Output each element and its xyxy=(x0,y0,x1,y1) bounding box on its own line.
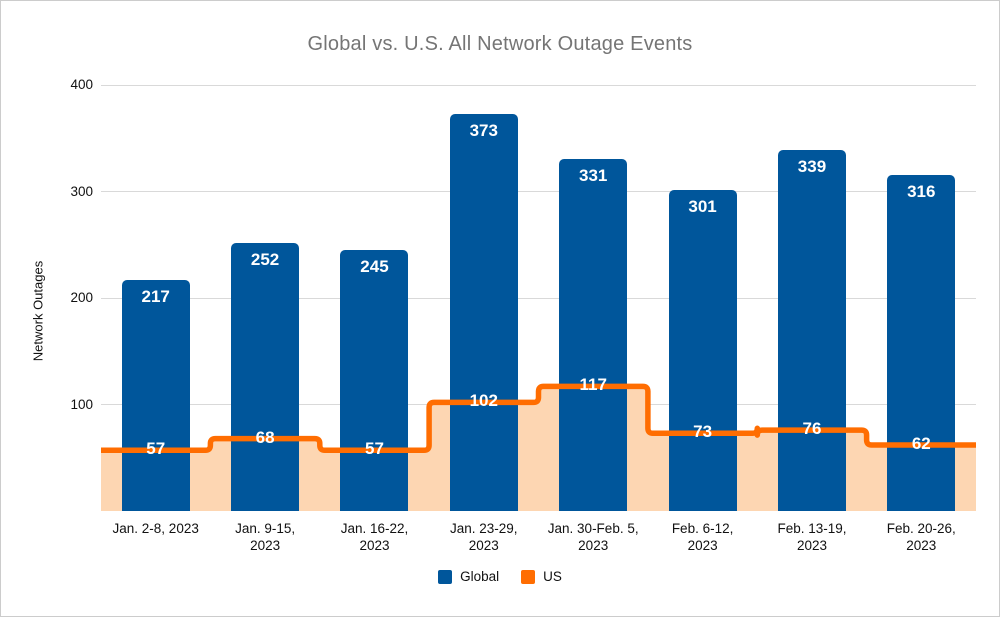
bar-global xyxy=(777,150,846,511)
legend-item-global: Global xyxy=(438,569,499,584)
gridline xyxy=(101,191,976,192)
us-value-label: 68 xyxy=(255,427,275,447)
legend-item-us: US xyxy=(521,569,562,584)
gridline xyxy=(101,297,976,299)
bar-global xyxy=(559,158,628,511)
chart-title: Global vs. U.S. All Network Outage Event… xyxy=(307,33,693,55)
legend-swatch-global-icon xyxy=(438,569,453,584)
y-tick-label: 200 xyxy=(70,290,93,305)
y-axis-title: Network Outages xyxy=(30,260,46,362)
y-tick-label: 400 xyxy=(70,77,93,92)
bar-value-label: 301 xyxy=(688,197,717,217)
y-tick-label: 100 xyxy=(70,396,93,412)
us-value-label: 57 xyxy=(146,439,166,459)
bar-global xyxy=(668,190,737,511)
legend: Global US xyxy=(1,569,999,584)
x-axis-label: Feb. 20-26, 2023 xyxy=(886,521,956,553)
plot-area: 217 252 245 373 331 301 339 316 57 68 57 102 117 73 76… xyxy=(101,84,976,511)
x-axis-label: Jan. 16-22, 2023 xyxy=(340,521,409,553)
us-step-line xyxy=(101,383,976,454)
gridline xyxy=(101,84,976,86)
us-value-label: 62 xyxy=(911,434,931,453)
legend-label-us: US xyxy=(543,569,562,584)
x-axis-label: Jan. 9-15, 2023 xyxy=(235,521,296,553)
x-axis-label: Feb. 13-19, 2023 xyxy=(777,521,847,553)
x-axis-label: Jan. 2-8, 2023 xyxy=(112,521,199,536)
bar-value-label: 339 xyxy=(797,157,827,176)
x-axis-label: Jan. 30-Feb. 5, 2023 xyxy=(547,521,639,553)
us-value-label: 73 xyxy=(693,422,713,442)
x-axis-label: Jan. 23-29, 2023 xyxy=(450,521,518,553)
bar-value-label: 252 xyxy=(250,249,280,269)
us-value-label: 76 xyxy=(802,419,822,439)
bar-value-label: 316 xyxy=(907,181,936,201)
x-axis-label: Feb. 6-12, 2023 xyxy=(671,521,734,553)
us-value-label: 57 xyxy=(365,439,384,459)
bar-global xyxy=(121,279,190,511)
us-area-fill xyxy=(101,386,976,511)
legend-label-global: Global xyxy=(460,569,500,584)
us-value-label: 102 xyxy=(469,391,498,411)
bar-global xyxy=(449,113,518,511)
bar-global xyxy=(887,174,956,511)
bar-global xyxy=(231,242,300,511)
bar-value-label: 245 xyxy=(360,257,389,277)
y-tick-label: 300 xyxy=(70,183,93,199)
bar-value-label: 373 xyxy=(469,120,498,140)
legend-swatch-us-icon xyxy=(521,569,536,584)
bar-global xyxy=(340,250,409,511)
bar-value-label: 217 xyxy=(141,286,170,306)
us-value-label: 117 xyxy=(579,375,607,395)
bar-value-label: 331 xyxy=(579,165,608,185)
